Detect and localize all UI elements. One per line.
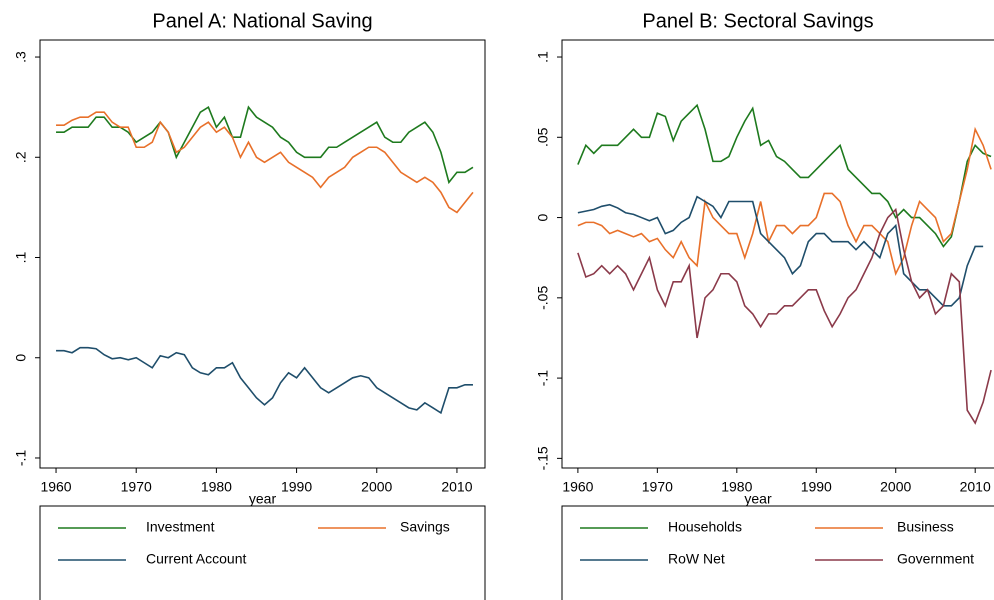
y-tick-label: .1: [13, 251, 29, 263]
legend-label: Households: [668, 519, 742, 535]
x-tick-label: 2010: [441, 479, 472, 495]
y-tick-label: -.1: [535, 370, 551, 387]
y-tick-label: .2: [13, 151, 29, 163]
y-tick-label: -.1: [13, 450, 29, 467]
x-tick-label: 1990: [801, 479, 832, 495]
y-tick-label: -.15: [535, 446, 551, 470]
plot-frame: [561, 39, 994, 469]
y-tick-label: .1: [535, 51, 551, 63]
panel-title: Panel B: Sectoral Savings: [642, 10, 873, 32]
y-tick-label: .05: [535, 127, 551, 147]
series-line: [577, 126, 992, 277]
legend-label: Government: [897, 551, 974, 567]
x-tick-label: 1980: [721, 479, 752, 495]
legend-label: Current Account: [146, 551, 246, 567]
y-tick-label: -.05: [535, 286, 551, 310]
plot-frame: [39, 39, 486, 469]
x-tick-label: 2000: [361, 479, 392, 495]
series-line: [56, 346, 473, 415]
legend-label: Savings: [400, 519, 450, 535]
legend-label: Business: [897, 519, 954, 535]
legend-label: RoW Net: [668, 551, 725, 567]
series-line: [56, 111, 474, 214]
y-tick-label: 0: [535, 213, 551, 221]
x-tick-label: 2000: [880, 479, 911, 495]
x-axis-label: year: [249, 491, 277, 507]
y-tick-label: 0: [13, 354, 29, 362]
series-line: [56, 105, 474, 185]
x-axis-label: year: [744, 491, 772, 507]
x-tick-label: 1970: [121, 479, 152, 495]
y-tick-label: .3: [13, 51, 29, 63]
x-tick-label: 2010: [960, 479, 991, 495]
panel-title: Panel A: National Saving: [152, 10, 372, 32]
legend-box: [561, 505, 994, 600]
x-tick-label: 1980: [201, 479, 232, 495]
legend-label: Investment: [146, 519, 215, 535]
x-tick-label: 1970: [642, 479, 673, 495]
series-line: [577, 207, 992, 425]
series-line: [577, 195, 984, 307]
legend-box: [39, 505, 486, 600]
x-tick-label: 1960: [40, 479, 71, 495]
x-tick-label: 1960: [562, 479, 593, 495]
x-tick-label: 1990: [281, 479, 312, 495]
series-line: [577, 103, 992, 248]
